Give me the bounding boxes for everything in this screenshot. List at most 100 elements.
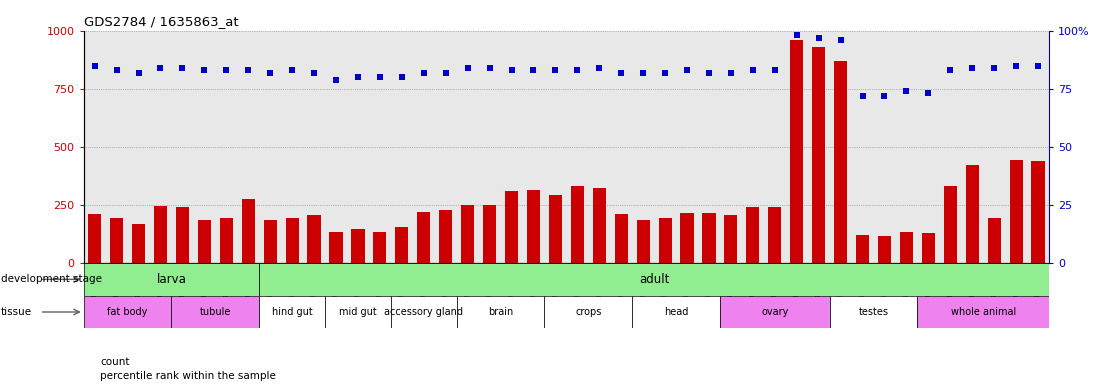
Point xyxy=(656,70,674,76)
Bar xyxy=(856,235,869,263)
Point xyxy=(349,74,367,80)
Point xyxy=(766,67,783,73)
Point xyxy=(305,70,323,76)
Point xyxy=(218,67,235,73)
Point xyxy=(436,70,454,76)
Bar xyxy=(593,187,606,263)
Point xyxy=(129,70,147,76)
Point xyxy=(854,93,872,99)
Bar xyxy=(263,220,277,263)
Point xyxy=(876,93,894,99)
Point xyxy=(568,67,586,73)
Point xyxy=(327,76,345,83)
Bar xyxy=(965,166,979,263)
Point xyxy=(86,63,104,69)
Text: larva: larva xyxy=(156,273,186,286)
Bar xyxy=(724,215,738,263)
Point xyxy=(634,70,652,76)
Bar xyxy=(1010,160,1022,263)
Bar xyxy=(681,213,694,263)
Point xyxy=(393,74,411,80)
Point xyxy=(963,65,981,71)
Bar xyxy=(220,218,233,263)
Point xyxy=(239,67,257,73)
Bar xyxy=(829,296,917,328)
Point xyxy=(547,67,565,73)
Text: hind gut: hind gut xyxy=(272,307,312,317)
Point xyxy=(744,67,762,73)
Bar xyxy=(790,40,804,263)
Text: crops: crops xyxy=(575,307,602,317)
Point xyxy=(679,67,696,73)
Bar xyxy=(944,186,956,263)
Bar xyxy=(132,223,145,263)
Text: adult: adult xyxy=(639,273,670,286)
Bar xyxy=(988,218,1001,263)
Bar xyxy=(172,296,259,328)
Point xyxy=(985,65,1003,71)
Bar xyxy=(395,227,408,263)
Bar xyxy=(720,296,829,328)
Bar xyxy=(615,214,628,263)
Bar xyxy=(702,213,715,263)
Bar xyxy=(417,212,431,263)
Bar xyxy=(259,296,325,328)
Bar xyxy=(917,296,1049,328)
Text: head: head xyxy=(664,307,689,317)
Point xyxy=(920,90,937,96)
Text: ovary: ovary xyxy=(761,307,789,317)
Bar xyxy=(545,296,632,328)
Text: brain: brain xyxy=(488,307,513,317)
Point xyxy=(590,65,608,71)
Bar xyxy=(570,186,584,263)
Bar xyxy=(549,195,562,263)
Point xyxy=(502,67,520,73)
Point xyxy=(613,70,631,76)
Point xyxy=(1029,63,1047,69)
Bar xyxy=(84,296,172,328)
Point xyxy=(283,67,301,73)
Bar xyxy=(84,263,259,296)
Bar xyxy=(329,232,343,263)
Bar xyxy=(922,233,935,263)
Bar xyxy=(154,206,167,263)
Point xyxy=(415,70,433,76)
Bar xyxy=(1031,161,1045,263)
Point xyxy=(810,35,828,41)
Bar xyxy=(834,61,847,263)
Bar xyxy=(878,236,891,263)
Bar xyxy=(325,296,391,328)
Point xyxy=(152,65,170,71)
Point xyxy=(1008,63,1026,69)
Bar xyxy=(658,218,672,263)
Point xyxy=(788,32,806,38)
Bar xyxy=(308,215,320,263)
Text: count: count xyxy=(100,357,129,367)
Bar xyxy=(391,296,456,328)
Point xyxy=(831,37,849,43)
Point xyxy=(897,88,915,94)
Text: testes: testes xyxy=(858,307,888,317)
Bar xyxy=(812,47,825,263)
Text: percentile rank within the sample: percentile rank within the sample xyxy=(100,371,277,381)
Text: GDS2784 / 1635863_at: GDS2784 / 1635863_at xyxy=(84,15,239,28)
Bar xyxy=(373,232,386,263)
Point xyxy=(459,65,477,71)
Bar xyxy=(504,191,518,263)
Text: mid gut: mid gut xyxy=(339,307,377,317)
Point xyxy=(942,67,960,73)
Bar xyxy=(483,205,497,263)
Bar xyxy=(242,199,254,263)
Bar xyxy=(352,229,365,263)
Text: tissue: tissue xyxy=(1,307,32,317)
Point xyxy=(195,67,213,73)
Bar xyxy=(439,210,452,263)
Bar xyxy=(176,207,189,263)
Bar xyxy=(456,296,545,328)
Bar xyxy=(259,263,1049,296)
Text: whole animal: whole animal xyxy=(951,307,1016,317)
Bar xyxy=(527,190,540,263)
Point xyxy=(371,74,388,80)
Text: tubule: tubule xyxy=(200,307,231,317)
Bar xyxy=(899,232,913,263)
